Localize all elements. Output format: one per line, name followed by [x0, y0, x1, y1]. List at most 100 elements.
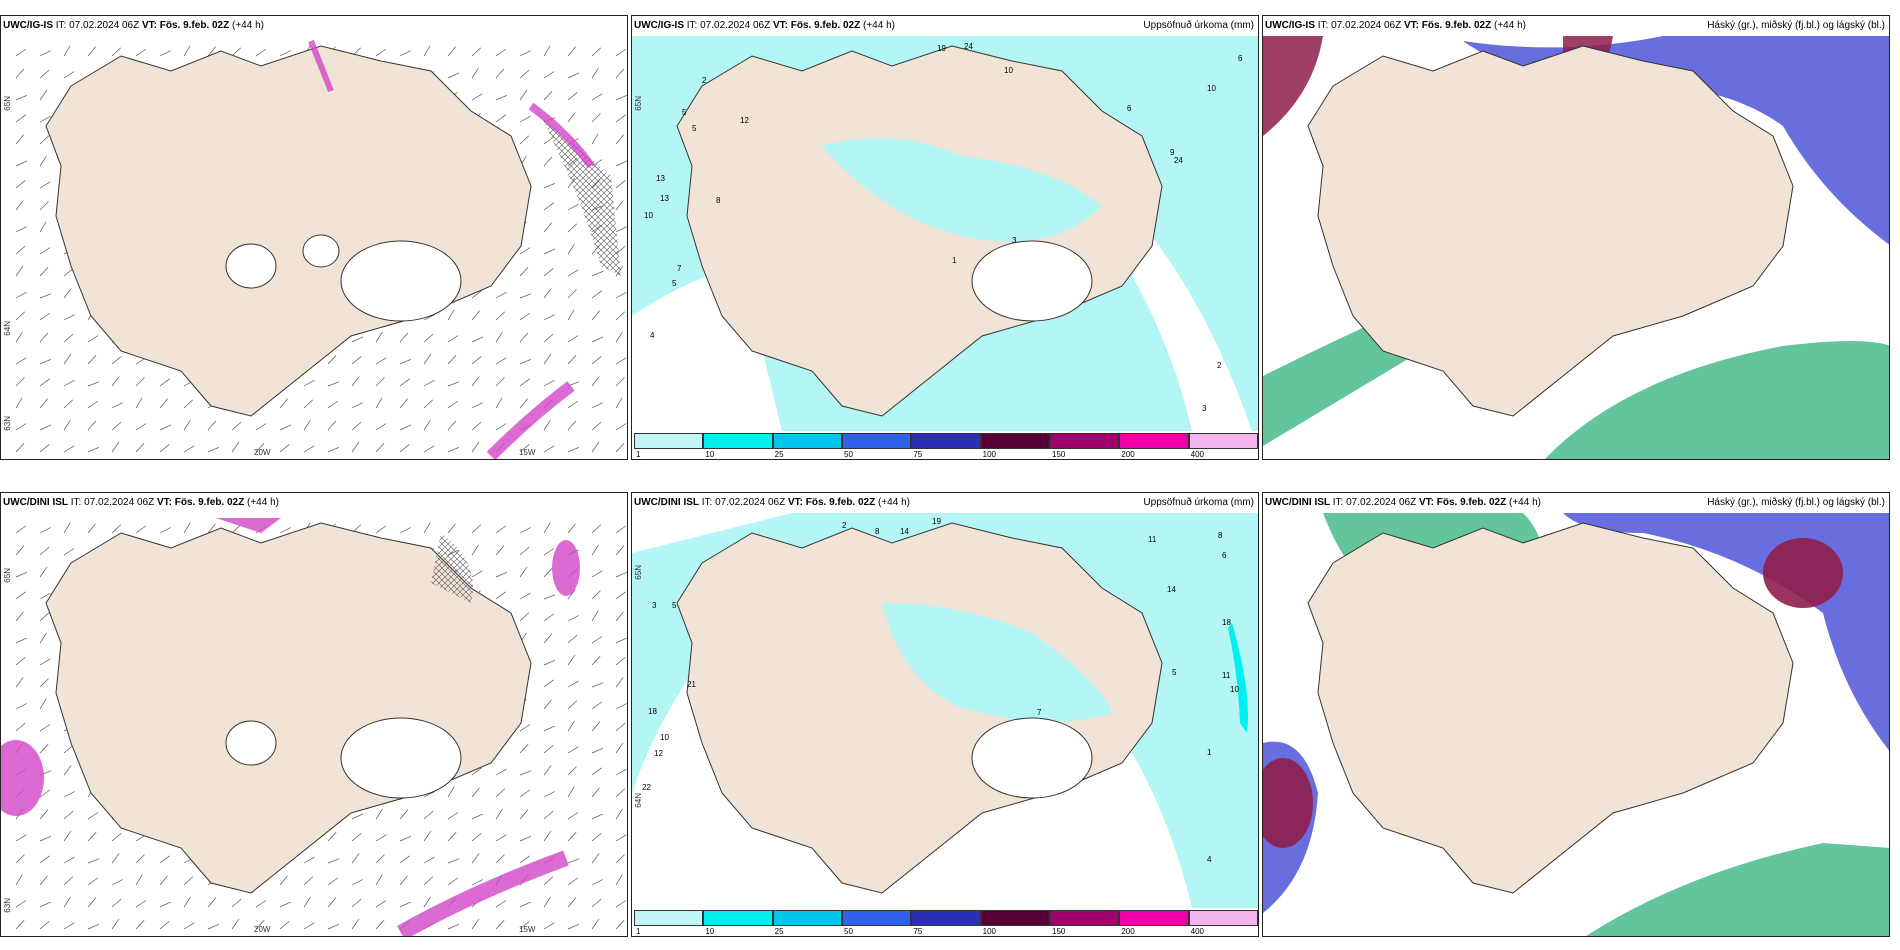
wind-barb	[375, 525, 387, 534]
wind-barb	[15, 331, 23, 343]
wind-barb	[543, 222, 552, 233]
wind-barb	[135, 874, 143, 886]
wind-barb	[375, 854, 385, 864]
wind-barb	[615, 808, 623, 820]
map-panel-precip-igis: UWC/IG-IS IT: 07.02.2024 06Z VT: Fös. 9.…	[631, 15, 1259, 460]
wind-barb	[591, 356, 602, 365]
wind-barb	[567, 589, 576, 600]
wind-barb	[495, 834, 507, 842]
wind-barb	[63, 922, 75, 930]
wind-barb	[207, 46, 216, 57]
wind-barb	[135, 442, 145, 453]
wind-barb	[423, 876, 434, 886]
wind-barb	[135, 397, 143, 409]
wind-barb	[567, 700, 578, 710]
wind-barb	[591, 747, 604, 754]
wind-barb	[303, 399, 314, 409]
wind-barb	[615, 742, 624, 754]
wind-barb	[399, 398, 408, 409]
wind-barb	[399, 50, 411, 57]
wind-barb	[423, 522, 431, 534]
wind-barb	[39, 566, 48, 578]
wind-barb	[591, 133, 599, 145]
wind-barb	[447, 72, 460, 79]
wind-barb	[471, 767, 482, 776]
wind-barb	[399, 358, 412, 365]
snow-band	[528, 102, 595, 169]
colorbar-swatch	[911, 433, 981, 449]
wind-barb	[567, 812, 579, 820]
wind-barb	[591, 898, 602, 908]
wind-barb	[15, 291, 27, 299]
colorbar-tick-label: 50	[844, 927, 853, 936]
wind-barb	[15, 571, 28, 578]
wind-barb	[471, 524, 482, 534]
iceland-landmass	[45, 45, 532, 417]
wind-map	[15, 39, 627, 459]
wind-barb	[63, 379, 75, 387]
precip-value: 13	[656, 174, 665, 183]
wind-barb	[495, 311, 506, 321]
wind-barb	[447, 335, 459, 343]
wind-barb	[615, 68, 625, 79]
precip-band	[1228, 623, 1248, 733]
snow-band	[1, 740, 44, 816]
wind-barb	[111, 853, 120, 864]
wind-barb	[495, 68, 505, 79]
wind-barb	[15, 160, 28, 167]
wind-barb	[111, 402, 123, 409]
panel-title: UWC/DINI ISL IT: 07.02.2024 06Z VT: Fös.…	[1265, 497, 1541, 508]
wind-barb	[543, 896, 551, 908]
wind-barb	[543, 830, 552, 842]
wind-barb	[87, 446, 100, 453]
wind-barb	[567, 746, 579, 754]
wind-barb	[15, 311, 26, 321]
wind-barb	[423, 399, 434, 409]
wind-barb	[543, 548, 555, 556]
wind-barb	[519, 444, 530, 453]
wind-barb	[351, 853, 360, 864]
wind-barb	[495, 591, 506, 600]
wind-barb	[39, 678, 49, 688]
wind-barb	[543, 419, 551, 431]
wind-barb	[543, 699, 552, 710]
wind-barb	[543, 248, 556, 255]
wind-barb	[447, 877, 459, 886]
lat-label: 65N	[634, 96, 643, 111]
wind-barb	[303, 419, 311, 431]
wind-barb	[15, 48, 27, 57]
low-cloud	[1263, 758, 1313, 848]
precip-value: 10	[1230, 685, 1239, 694]
wind-barb	[543, 679, 554, 688]
colorbar-swatch	[1050, 910, 1120, 926]
wind-barb	[615, 442, 625, 453]
wind-barb	[39, 724, 51, 732]
wind-barb	[87, 897, 97, 908]
wind-barb	[471, 879, 483, 886]
wind-barb	[159, 901, 172, 908]
map-panel-clouds-dini: UWC/DINI ISL IT: 07.02.2024 06Z VT: Fös.…	[1262, 492, 1890, 937]
wind-barb	[591, 421, 602, 431]
wind-barb	[615, 591, 626, 600]
wind-barb	[279, 398, 288, 409]
lat-label: 65N	[634, 565, 643, 580]
wind-barb	[519, 566, 528, 578]
colorbar-swatch	[703, 433, 773, 449]
wind-barb	[159, 378, 170, 387]
wind-barb	[519, 293, 532, 299]
precip-value: 11	[1148, 535, 1157, 544]
colorbar-tick-label: 200	[1121, 450, 1135, 459]
wind-barb	[567, 335, 579, 343]
wind-barb	[471, 441, 480, 453]
precip-value: 2	[842, 521, 847, 530]
wind-barb	[39, 698, 47, 710]
precip-value: 21	[687, 680, 696, 689]
colorbar-tick-label: 25	[774, 927, 784, 936]
wind-barb	[159, 527, 171, 534]
wind-barb	[39, 155, 47, 167]
wind-barb	[519, 115, 531, 123]
wind-barb	[63, 314, 75, 321]
wind-barb	[279, 527, 291, 534]
wind-barb	[615, 854, 625, 864]
wind-barb	[15, 357, 27, 365]
